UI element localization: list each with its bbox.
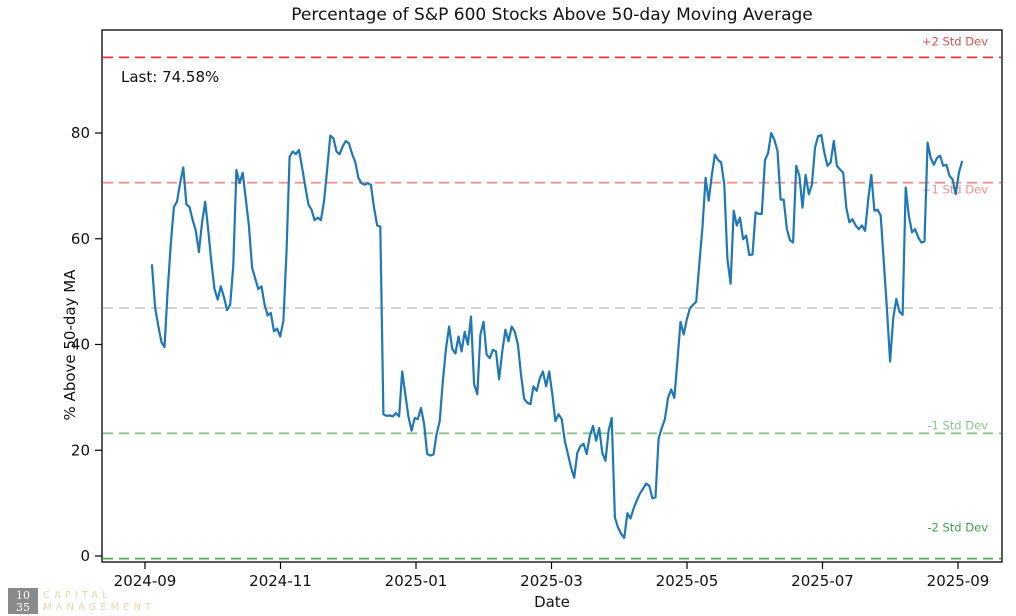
logo-badge: 10 35 (8, 588, 38, 614)
company-logo: 10 35 CAPITAL MANAGEMENT (8, 588, 155, 614)
x-axis-label: Date (534, 593, 570, 611)
plot-border (101, 29, 1003, 563)
x-tick-label: 2025-07 (791, 572, 854, 590)
y-tick-label: 80 (71, 124, 90, 142)
x-tick-label: 2025-01 (385, 572, 448, 590)
x-tick-label: 2024-11 (249, 572, 312, 590)
y-tick-label: 20 (71, 441, 90, 459)
logo-badge-top: 10 (16, 589, 30, 602)
last-value-annotation: Last: 74.58% (121, 68, 220, 86)
std-dev-label: -1 Std Dev (927, 418, 988, 432)
std-dev-label: +2 Std Dev (922, 34, 988, 48)
x-tick-label: 2025-05 (656, 572, 719, 590)
logo-name-line1: CAPITAL (43, 590, 112, 601)
chart-title: Percentage of S&P 600 Stocks Above 50-da… (291, 5, 813, 25)
x-tick-label: 2025-03 (520, 572, 583, 590)
y-tick-label: 40 (71, 336, 90, 354)
breadth-series-line (150, 131, 964, 540)
logo-text: CAPITAL MANAGEMENT (43, 588, 155, 614)
logo-badge-bottom: 35 (16, 601, 30, 614)
x-tick-label: 2024-09 (114, 572, 177, 590)
logo-name-line2: MANAGEMENT (43, 602, 156, 613)
y-tick-label: 0 (80, 547, 90, 565)
y-tick-label: 60 (71, 230, 90, 248)
x-tick-label: 2025-09 (927, 572, 990, 590)
std-dev-label: -2 Std Dev (927, 521, 988, 535)
